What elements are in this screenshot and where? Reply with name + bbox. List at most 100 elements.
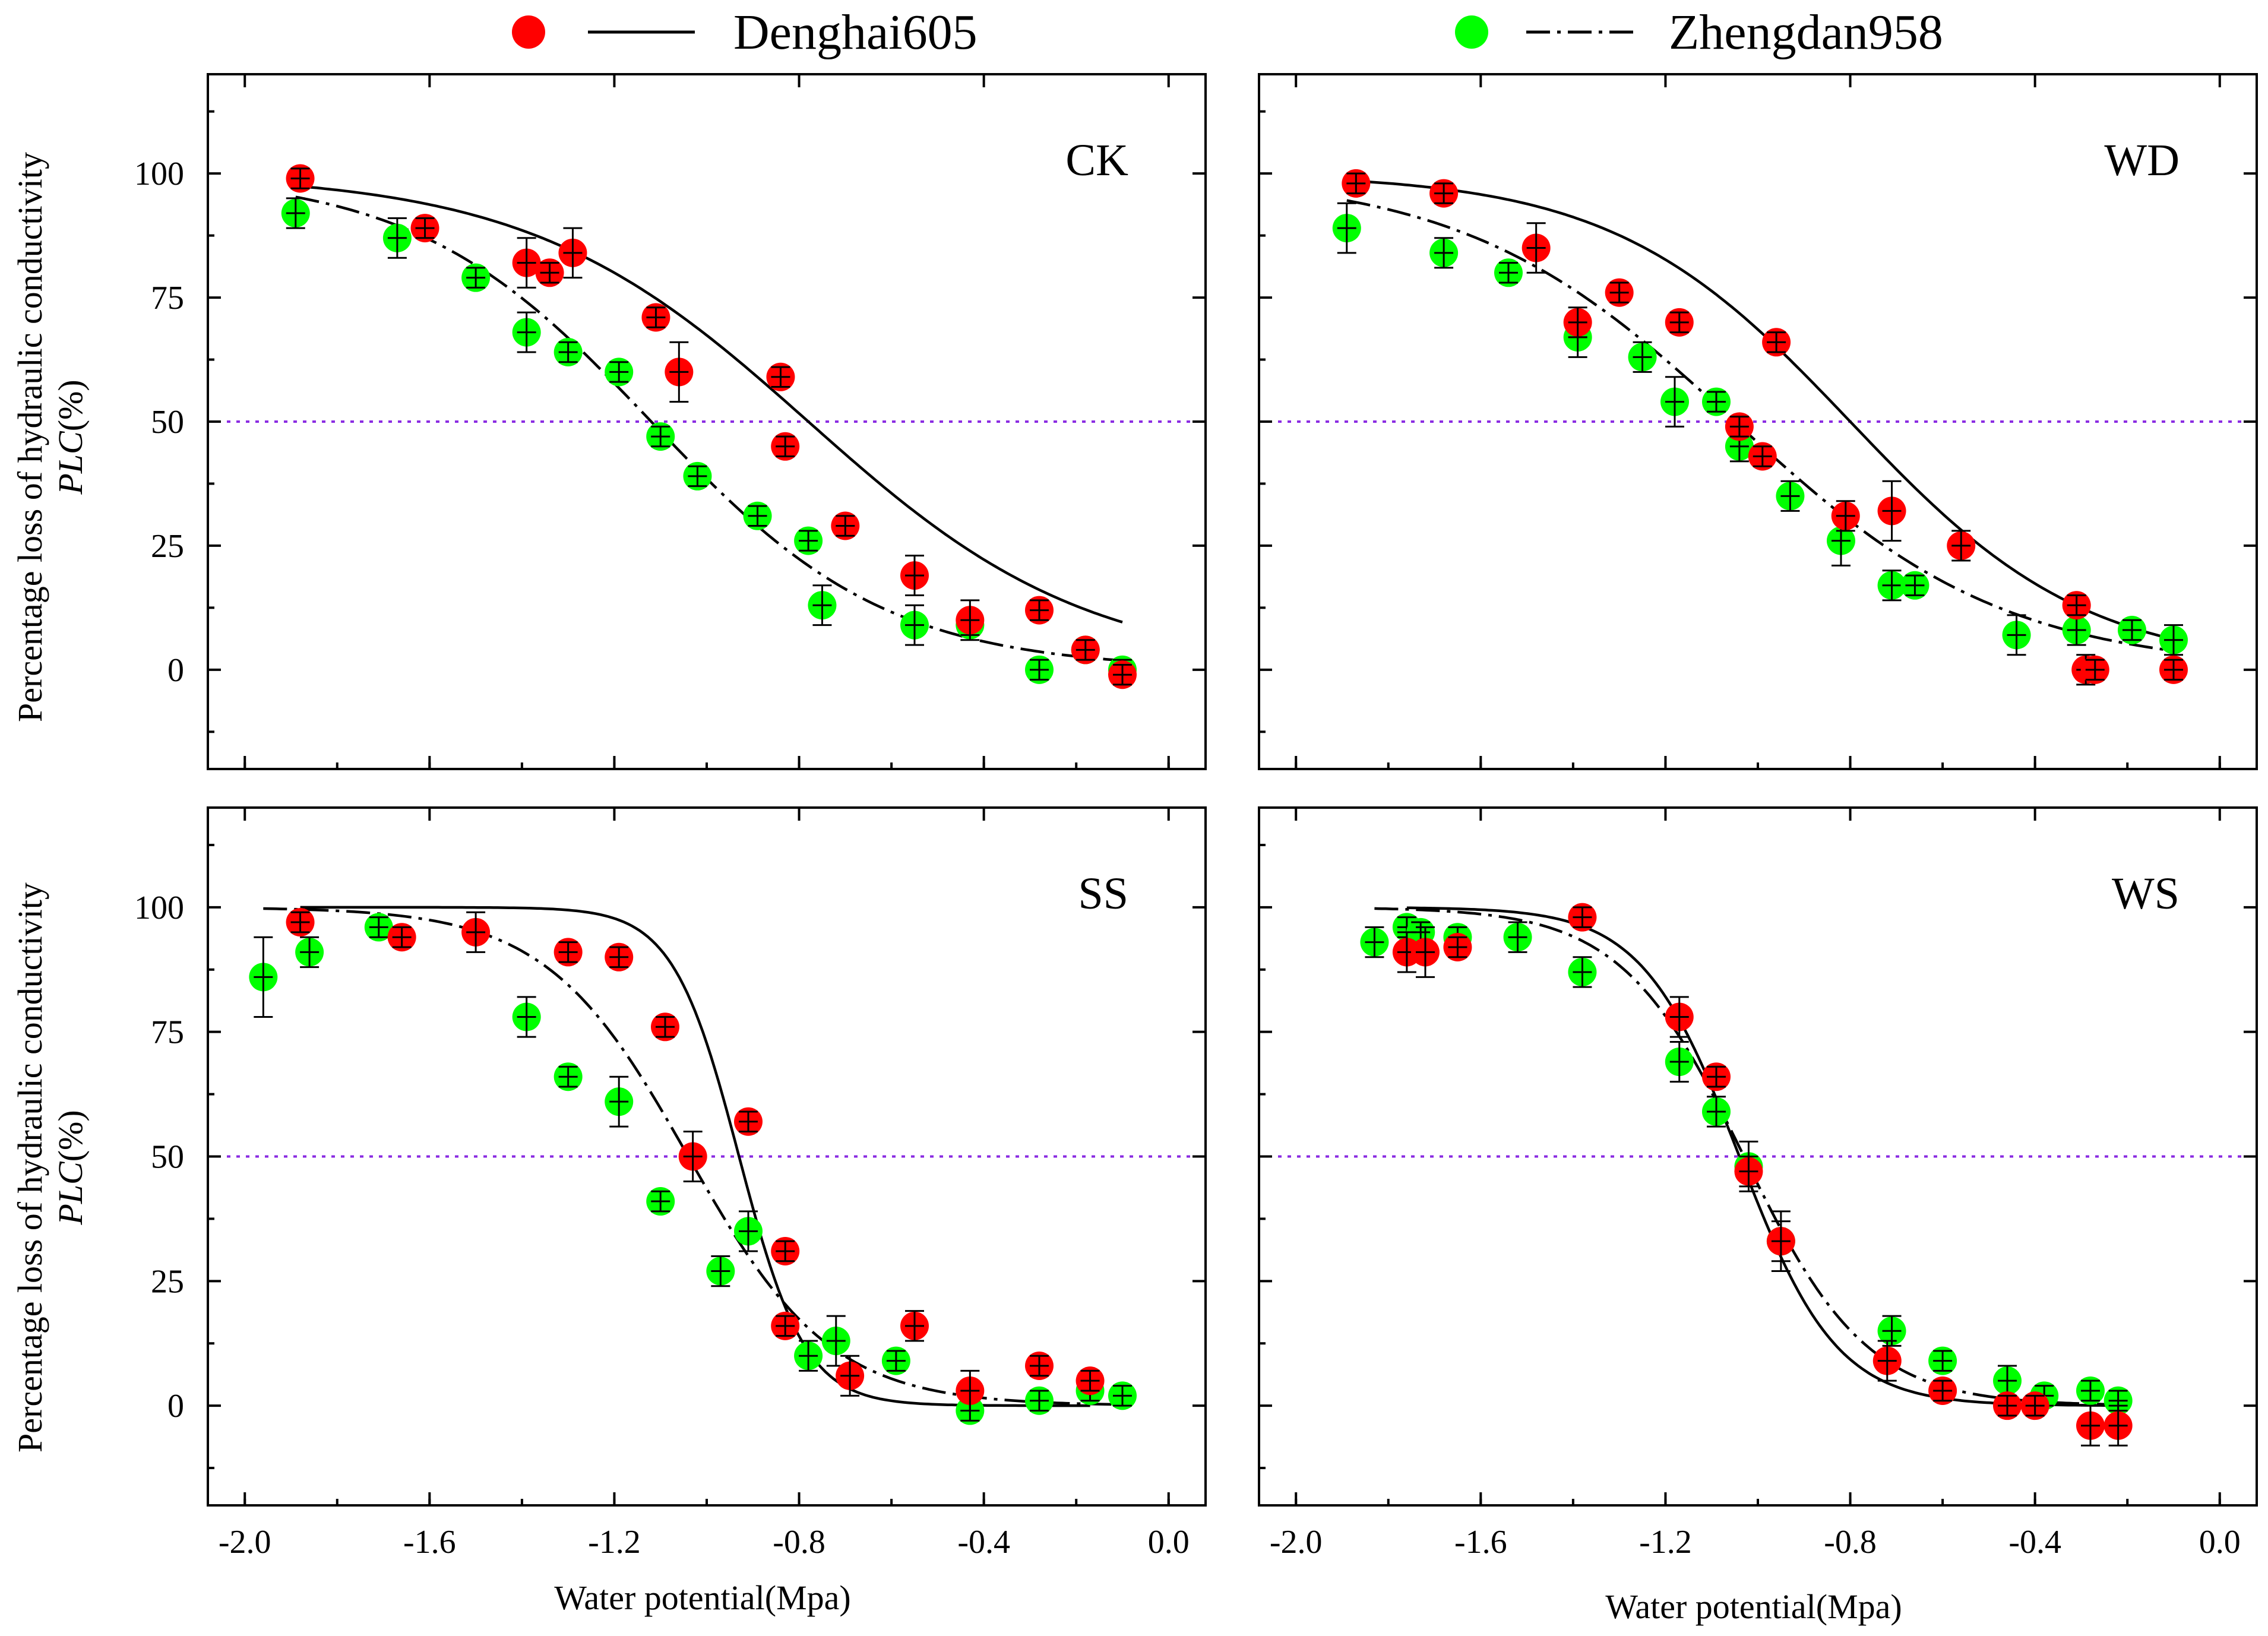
error-bar-denghai605-wd (1434, 182, 1454, 204)
svg-text:PLC(%): PLC(%) (51, 379, 90, 495)
error-bar-zhengdan958-ss (558, 1065, 578, 1088)
error-bar-zhengdan958-ss (609, 1075, 629, 1128)
error-bar-denghai605-wd (1669, 311, 1689, 334)
y-tick-label-ss: 50 (151, 1139, 184, 1176)
error-bar-denghai605-ws (1707, 1065, 1726, 1088)
error-bar-denghai605-ck (563, 227, 583, 279)
error-bar-denghai605-ws (2081, 1404, 2100, 1447)
error-bar-zhengdan958-ws (1882, 1315, 1902, 1347)
fit-curve-denghai605-wd (1356, 179, 2174, 641)
error-bar-zhengdan958-ws (1411, 921, 1431, 944)
legend-label-zhengdan958: Zhengdan958 (1669, 5, 1943, 60)
error-bar-denghai605-ss (1080, 1369, 1100, 1392)
error-bar-zhengdan958-wd (1707, 391, 1726, 413)
fit-curve-denghai605-ck (300, 185, 1123, 624)
x-tick-label-ws: -2.0 (1270, 1524, 1323, 1561)
y-tick-label-ck: 75 (151, 280, 184, 317)
error-bar-denghai605-ss (392, 926, 412, 948)
error-bar-denghai605-ws (1573, 906, 1592, 928)
error-bar-zhengdan958-ss (826, 1315, 846, 1367)
error-bar-zhengdan958-wd (1780, 480, 1800, 512)
legend-marker-zhengdan958 (1455, 15, 1488, 49)
svg-text:Percentage loss of hydraulic c: Percentage loss of hydraulic conductivit… (11, 882, 49, 1453)
error-bar-denghai605-ws (1669, 996, 1689, 1038)
error-bar-zhengdan958-wd (2164, 624, 2183, 656)
x-tick-label-ss: -1.6 (403, 1524, 456, 1561)
error-bar-denghai605-ck (646, 306, 666, 328)
error-bar-denghai605-wd (1767, 331, 1786, 353)
error-bar-denghai605-wd (1568, 306, 1587, 338)
y-axis-label-bottom: Percentage loss of hydraulic conductivit… (11, 882, 90, 1453)
error-bar-denghai605-ss (290, 911, 310, 933)
error-bar-denghai605-wd (1526, 222, 1546, 274)
error-bar-zhengdan958-ck (688, 465, 707, 488)
x-axis-label-right: Water potential(Mpa) (1605, 1587, 1902, 1626)
error-bar-denghai605-ss (466, 911, 486, 953)
y-tick-label-ck: 50 (151, 404, 184, 441)
error-bar-zhengdan958-ss (711, 1255, 730, 1287)
error-bar-denghai605-ck (415, 217, 435, 239)
error-bar-denghai605-ws (2025, 1394, 2045, 1417)
error-bar-zhengdan958-ws (1365, 926, 1384, 958)
svg-text:Percentage loss of hydraulic c: Percentage loss of hydraulic conductivit… (11, 152, 49, 722)
error-bar-zhengdan958-ck (1030, 659, 1049, 681)
error-bar-zhengdan958-ss (739, 1210, 758, 1252)
error-bar-zhengdan958-wd (2007, 614, 2026, 656)
error-bar-denghai605-ss (960, 1369, 980, 1412)
error-bar-zhengdan958-ws (1933, 1350, 1953, 1372)
error-bar-denghai605-ck (669, 341, 689, 403)
error-bar-zhengdan958-ws (1669, 1040, 1689, 1083)
y-tick-label-ss: 75 (151, 1014, 184, 1051)
error-bar-zhengdan958-ws (1707, 1096, 1726, 1128)
error-bar-denghai605-ws (1448, 936, 1467, 958)
error-bar-zhengdan958-ck (286, 197, 305, 229)
error-bar-zhengdan958-ws (2108, 1390, 2128, 1412)
x-tick-label-ws: -0.8 (1824, 1524, 1877, 1561)
x-tick-label-ss: -0.8 (773, 1524, 825, 1561)
panel-title-ss: SS (1078, 869, 1128, 919)
x-tick-label-ws: -1.6 (1454, 1524, 1507, 1561)
error-bar-denghai605-ss (1030, 1355, 1049, 1377)
error-bar-denghai605-wd (1346, 172, 1366, 195)
x-axis-label-left: Water potential(Mpa) (554, 1578, 850, 1617)
legend-marker-denghai605 (512, 15, 545, 49)
error-bar-denghai605-ck (905, 555, 924, 596)
error-bar-denghai605-ss (840, 1355, 860, 1397)
error-bar-zhengdan958-ss (799, 1340, 818, 1372)
error-bar-zhengdan958-ss (300, 936, 320, 969)
fit-curve-zhengdan958-ck (295, 195, 1123, 662)
x-tick-label-ss: -2.0 (219, 1524, 271, 1561)
error-bar-denghai605-wd (2067, 594, 2086, 616)
error-bar-zhengdan958-wd (1337, 202, 1356, 254)
error-bar-zhengdan958-ws (1397, 916, 1416, 938)
error-bar-zhengdan958-ck (812, 584, 832, 626)
error-bar-zhengdan958-ck (651, 425, 670, 448)
error-bar-denghai605-ss (776, 1240, 795, 1262)
error-bar-zhengdan958-ck (387, 217, 407, 259)
error-bar-denghai605-ck (1030, 599, 1049, 621)
error-bar-zhengdan958-wd (1665, 376, 1684, 428)
error-bar-zhengdan958-ck (466, 267, 486, 289)
x-tick-label-ws: -0.4 (2008, 1524, 2061, 1561)
error-bar-denghai605-ss (739, 1110, 758, 1133)
error-bar-zhengdan958-ws (2081, 1379, 2100, 1402)
error-bar-zhengdan958-ss (369, 916, 388, 938)
error-bar-zhengdan958-ws (1573, 956, 1592, 988)
error-bar-zhengdan958-wd (1633, 341, 1652, 373)
error-bar-zhengdan958-wd (1905, 574, 1925, 596)
error-bar-zhengdan958-ss (886, 1350, 906, 1372)
error-bar-denghai605-ws (1771, 1220, 1791, 1262)
error-bar-denghai605-ws (2108, 1404, 2128, 1447)
error-bar-denghai605-wd (1729, 416, 1749, 438)
error-bar-denghai605-ck (776, 435, 795, 457)
error-bar-zhengdan958-wd (1882, 569, 1902, 602)
error-bar-denghai605-wd (1882, 480, 1902, 542)
error-bar-denghai605-ck (960, 599, 980, 641)
x-tick-label-ss: 0.0 (1148, 1524, 1190, 1561)
error-bar-denghai605-ws (1416, 926, 1435, 978)
error-bar-zhengdan958-wd (1499, 262, 1518, 284)
y-axis-label-top: Percentage loss of hydraulic conductivit… (11, 152, 90, 722)
panel-title-ws: WS (2112, 869, 2180, 919)
error-bar-denghai605-wd (1753, 445, 1772, 467)
error-bar-denghai605-ss (905, 1310, 924, 1342)
